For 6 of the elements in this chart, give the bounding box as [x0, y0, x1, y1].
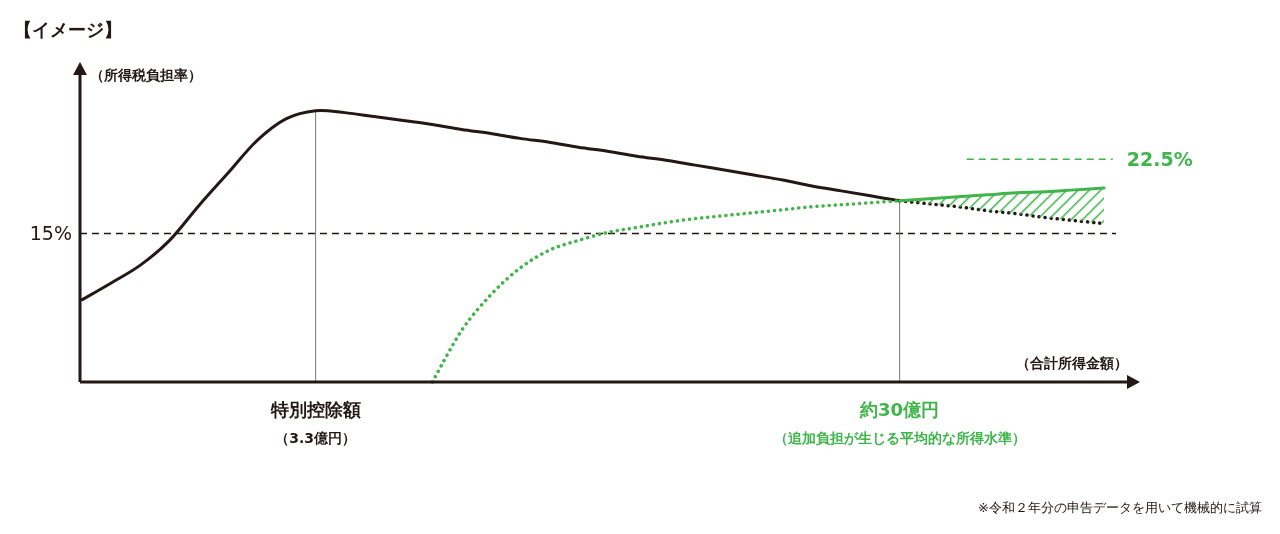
xlabel: （合計所得金額）	[1016, 355, 1128, 371]
title: 【イメージ】	[14, 19, 122, 40]
annotation: （追加負担が生じる平均的な所得水準）	[773, 430, 1026, 446]
annotation: ※令和２年分の申告データを用いて機械的に試算	[978, 500, 1262, 515]
ylabel: （所得税負担率）	[90, 67, 202, 83]
annotation: （3.3億円）	[275, 430, 356, 446]
